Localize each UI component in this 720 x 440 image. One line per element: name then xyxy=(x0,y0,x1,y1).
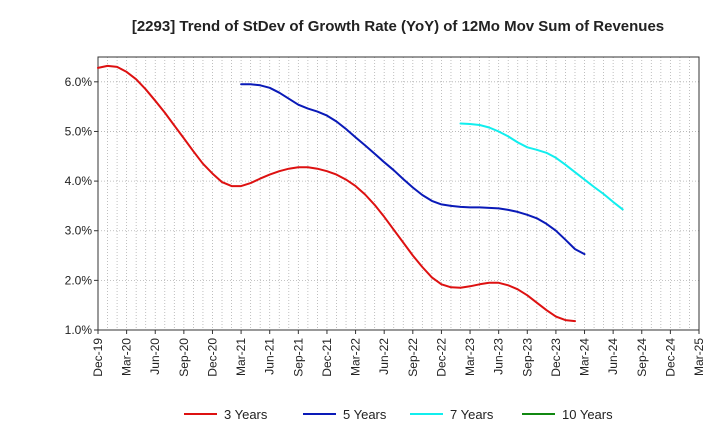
legend-label: 5 Years xyxy=(343,407,387,422)
x-tick-label: Sep-24 xyxy=(635,338,649,377)
x-tick-label: Jun-22 xyxy=(377,338,391,375)
x-tick-label: Mar-24 xyxy=(578,338,592,376)
series-line-7-years xyxy=(459,122,624,211)
legend: 3 Years 5 Years 7 Years 10 Years xyxy=(184,407,613,422)
x-tick-label: Jun-21 xyxy=(263,338,277,375)
y-axis: 1.0% 2.0% 3.0% 4.0% 5.0% 6.0% xyxy=(65,75,98,337)
series-line-5-years xyxy=(240,83,586,256)
x-tick-label: Dec-20 xyxy=(205,338,219,377)
y-tick-label: 4.0% xyxy=(65,174,93,188)
x-tick-label: Sep-22 xyxy=(406,338,420,377)
x-tick-label: Mar-25 xyxy=(692,338,706,376)
x-tick-label: Jun-23 xyxy=(492,338,506,375)
plot-area xyxy=(97,56,700,331)
x-tick-label: Jun-24 xyxy=(606,338,620,375)
legend-label: 10 Years xyxy=(562,407,613,422)
x-tick-label: Dec-19 xyxy=(91,338,105,377)
y-tick-label: 1.0% xyxy=(65,323,93,337)
y-tick-label: 6.0% xyxy=(65,75,93,89)
y-tick-label: 2.0% xyxy=(65,273,93,287)
series-lines xyxy=(97,64,624,323)
chart-title: [2293] Trend of StDev of Growth Rate (Yo… xyxy=(132,18,664,35)
x-axis: Dec-19 Mar-20 Jun-20 Sep-20 Dec-20 Mar-21 Jun-… xyxy=(91,330,706,377)
grid xyxy=(98,57,699,330)
y-tick-label: 3.0% xyxy=(65,224,93,238)
legend-label: 3 Years xyxy=(224,407,268,422)
x-tick-label: Mar-23 xyxy=(463,338,477,376)
x-tick-label: Dec-23 xyxy=(549,338,563,377)
x-tick-label: Mar-21 xyxy=(234,338,248,376)
x-tick-label: Dec-21 xyxy=(320,338,334,377)
x-tick-label: Mar-20 xyxy=(120,338,134,376)
x-tick-label: Mar-22 xyxy=(349,338,363,376)
series-line-3-years xyxy=(97,64,576,323)
x-tick-label: Sep-23 xyxy=(520,338,534,377)
x-tick-label: Sep-20 xyxy=(177,338,191,377)
x-tick-label: Dec-22 xyxy=(434,338,448,377)
y-tick-label: 5.0% xyxy=(65,124,93,138)
x-tick-label: Dec-24 xyxy=(663,338,677,377)
x-tick-label: Sep-21 xyxy=(291,338,305,377)
x-tick-label: Jun-20 xyxy=(148,338,162,375)
legend-label: 7 Years xyxy=(450,407,494,422)
